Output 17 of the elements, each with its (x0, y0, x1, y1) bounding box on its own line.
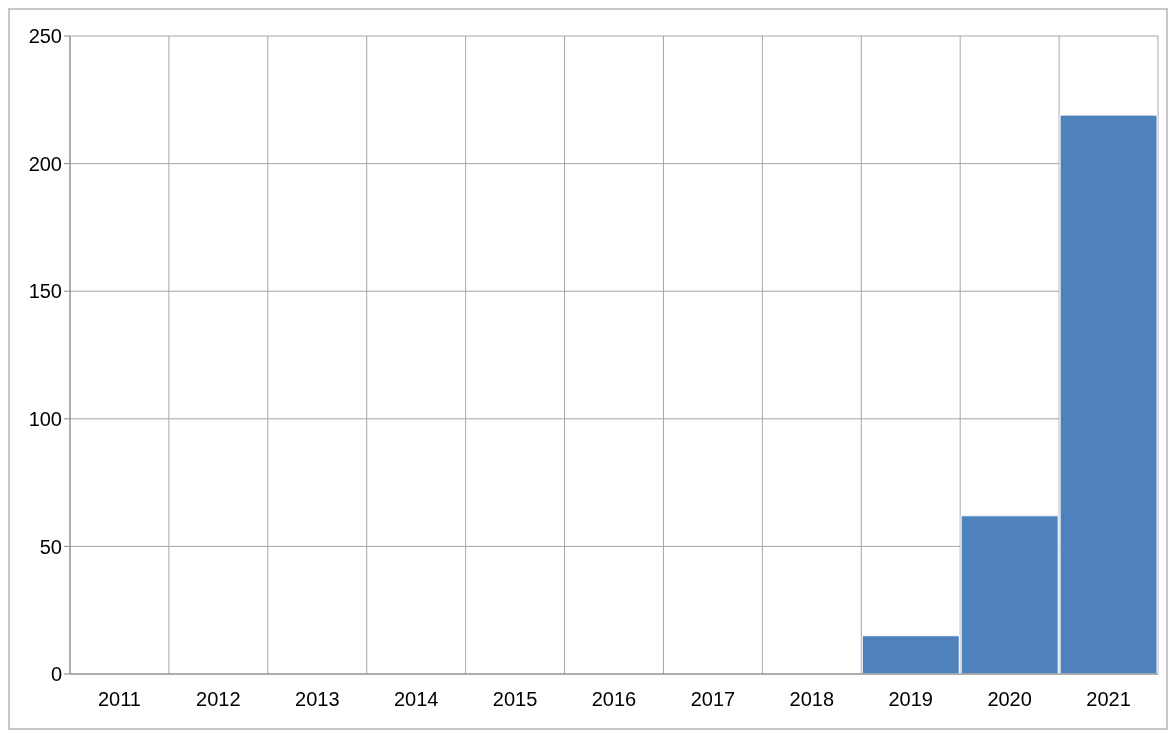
x-tick-label: 2019 (888, 688, 933, 711)
x-tick-label: 2018 (789, 688, 835, 711)
y-tick-label: 50 (39, 535, 62, 558)
y-tick-label: 150 (28, 280, 62, 303)
x-tick-label: 2017 (690, 688, 736, 711)
x-tick-label: 2012 (196, 688, 241, 711)
x-tick-label: 2021 (1086, 688, 1131, 711)
x-tick-label: 2011 (97, 688, 141, 711)
x-tick-label: 2015 (492, 688, 538, 711)
x-tick-label: 2020 (987, 688, 1032, 711)
y-tick-label: 100 (28, 407, 62, 430)
y-tick-label: 0 (50, 663, 62, 686)
y-tick-label: 200 (28, 152, 62, 175)
y-tick-label: 250 (28, 25, 62, 48)
x-tick-label: 2014 (393, 688, 439, 711)
x-tick-label: 2013 (295, 688, 340, 711)
x-tick-label: 2016 (591, 688, 637, 711)
